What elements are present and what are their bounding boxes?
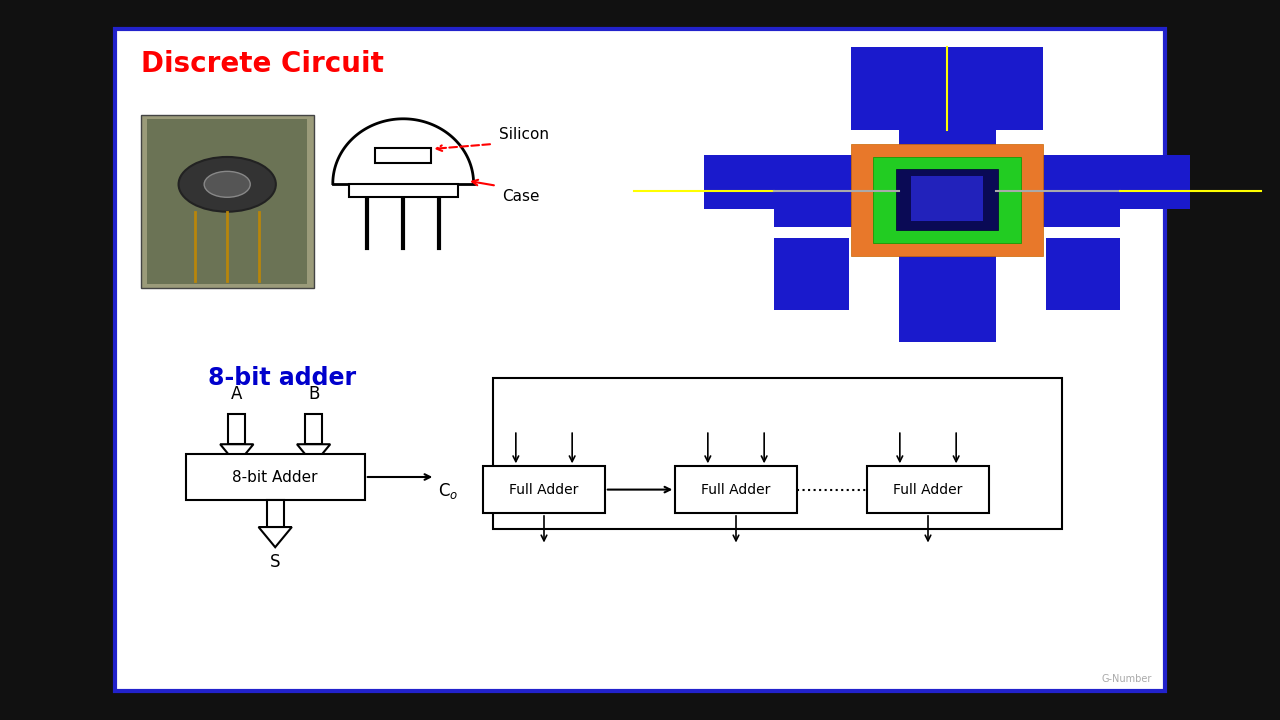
Bar <box>873 157 1021 243</box>
Bar <box>493 378 1062 529</box>
Bar <box>896 169 998 230</box>
Bar <box>911 176 983 221</box>
Circle shape <box>178 157 276 212</box>
Polygon shape <box>259 527 292 547</box>
Text: 8-bit adder: 8-bit adder <box>207 366 356 390</box>
Bar <box>868 467 988 513</box>
Text: A: A <box>232 385 242 403</box>
Bar <box>186 454 365 500</box>
Text: Full Adder: Full Adder <box>701 482 771 497</box>
Bar <box>484 467 605 513</box>
Polygon shape <box>297 444 330 464</box>
Bar <box>774 238 849 310</box>
Bar <box>228 414 246 444</box>
Bar <box>851 144 1043 256</box>
Text: Discrete Circuit: Discrete Circuit <box>141 50 384 78</box>
Bar <box>115 29 1165 691</box>
Circle shape <box>204 171 251 197</box>
Bar <box>141 115 314 288</box>
Bar <box>375 148 431 163</box>
Bar <box>899 47 996 342</box>
Bar <box>268 500 284 527</box>
Bar <box>1120 155 1190 209</box>
Bar <box>305 414 323 444</box>
Bar <box>147 119 307 284</box>
Text: S: S <box>270 553 280 571</box>
Text: G-Number: G-Number <box>1102 674 1152 684</box>
Text: Silicon: Silicon <box>499 127 549 142</box>
Text: B: B <box>308 385 319 403</box>
Bar <box>348 184 458 197</box>
Text: 8-bit Adder: 8-bit Adder <box>233 469 317 485</box>
Bar <box>704 155 774 209</box>
Text: Full Adder: Full Adder <box>893 482 963 497</box>
Text: Case: Case <box>502 189 539 204</box>
Bar <box>1046 238 1120 310</box>
Bar <box>851 47 1043 130</box>
Bar <box>774 155 1120 227</box>
Text: C$_o$: C$_o$ <box>438 481 458 500</box>
Polygon shape <box>220 444 253 464</box>
Text: Full Adder: Full Adder <box>509 482 579 497</box>
Bar <box>676 467 796 513</box>
